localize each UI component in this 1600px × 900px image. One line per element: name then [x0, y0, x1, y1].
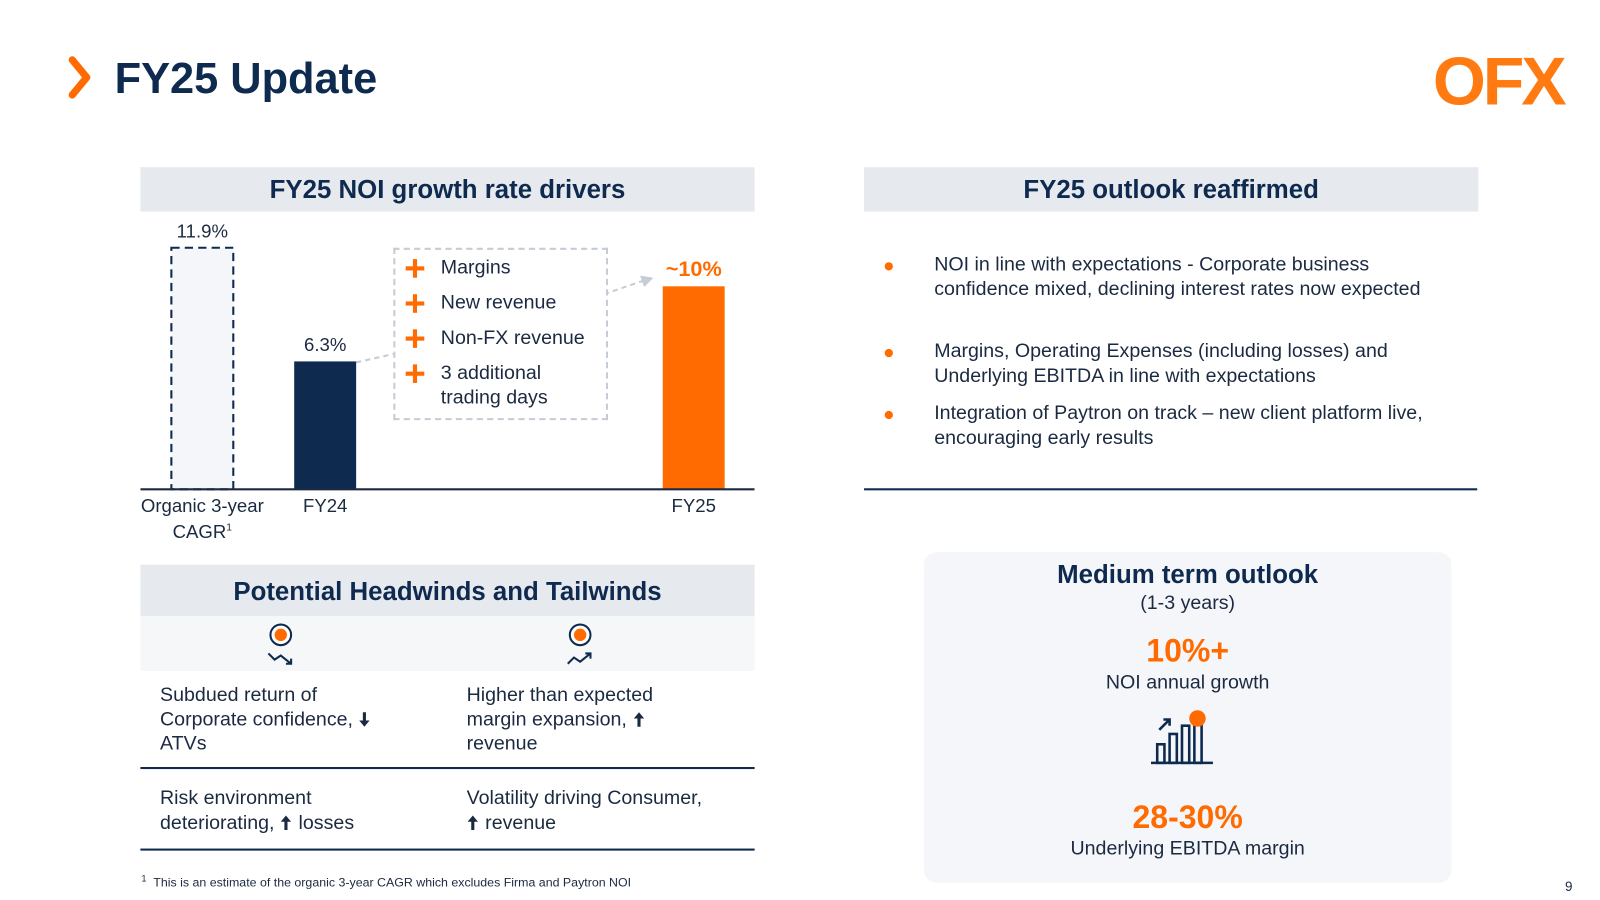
- driver: Non-FX revenue: [440, 327, 585, 349]
- arrow: [280, 815, 292, 830]
- connector: [603, 278, 647, 296]
- arrow-icon: [633, 711, 644, 727]
- headwinds-title: Potential Headwinds and Tailwinds: [140, 564, 755, 617]
- cell-effect: ATVs: [160, 732, 207, 755]
- plus-icon: [405, 259, 425, 278]
- bar: [170, 246, 235, 491]
- cell-text: Risk environment deteriorating,: [160, 787, 312, 834]
- plus-icon: [405, 364, 425, 383]
- cell-effect: losses: [298, 811, 355, 834]
- arrow: [633, 711, 644, 727]
- divider: [140, 766, 755, 770]
- plus-icon: [405, 329, 425, 348]
- bullet-dot: [884, 262, 893, 271]
- drivers-box: Margins New revenue Non-FX revenue 3 additi…: [393, 247, 609, 421]
- arrow: [359, 711, 370, 727]
- value-label: 11.9%: [177, 220, 228, 241]
- chart: 11.9% 6.3% ~10%: [140, 220, 755, 491]
- x-tick-label: FY24: [263, 494, 387, 517]
- cell-text: Volatility driving Consumer,: [466, 787, 703, 810]
- value-label: 6.3%: [304, 334, 346, 355]
- outlook-title: FY25 outlook reaffirmed: [864, 167, 1479, 212]
- page-number: 9: [1564, 878, 1573, 894]
- logo: OFX: [1432, 42, 1567, 119]
- growth-icon: [1151, 710, 1213, 765]
- up-trend-icon: [567, 623, 592, 665]
- arrowhead: [640, 275, 654, 287]
- cell-effect: revenue: [485, 811, 557, 834]
- x-tick-label: Organic 3-year CAGR1: [140, 494, 264, 543]
- connector: [355, 353, 394, 364]
- bullet: NOI in line with expectations - Corporat…: [934, 253, 1421, 301]
- cell-text: Higher than expected margin expansion,: [466, 684, 654, 731]
- bullet: Margins, Operating Expenses (including l…: [934, 340, 1388, 388]
- cell: Volatility driving Consumer, revenue: [467, 787, 720, 836]
- arrow-icon: [467, 815, 478, 830]
- bar: [662, 286, 725, 490]
- footnote-marker: 1: [141, 873, 147, 884]
- metric-value: 10%+: [1146, 632, 1230, 669]
- slide-title: FY25 Update: [114, 53, 378, 103]
- category: FY25: [671, 495, 716, 517]
- value-label: ~10%: [666, 256, 722, 281]
- bar: [294, 361, 357, 490]
- bullet: Integration of Paytron on track – new cl…: [934, 402, 1423, 450]
- category: FY24: [302, 495, 348, 517]
- category-note: 1: [226, 522, 233, 534]
- driver: 3 additional trading days: [440, 362, 548, 409]
- footnote: 1 This is an estimate of the organic 3-y…: [141, 873, 631, 890]
- metric-value: 28-30%: [1132, 799, 1243, 836]
- arrow-icon: [280, 815, 292, 830]
- divider: [864, 488, 1478, 491]
- plus-icon: [405, 294, 425, 313]
- icon-row: [140, 616, 755, 671]
- card-subtitle: (1-3 years): [1140, 592, 1236, 615]
- cell: Risk environment deteriorating, losses: [160, 787, 413, 836]
- cell: Higher than expected margin expansion, r…: [467, 683, 689, 756]
- down-trend-icon: [267, 623, 293, 665]
- driver: Margins: [440, 257, 511, 279]
- bullet-dot: [884, 410, 893, 420]
- category: Organic 3-year CAGR: [140, 495, 264, 542]
- arrow-icon: [359, 711, 370, 727]
- chevron-icon: [68, 56, 91, 99]
- medium-term-card: Medium term outlook (1-3 years) 10%+ NOI…: [923, 552, 1452, 883]
- metric-label: NOI annual growth: [1105, 672, 1270, 694]
- metric-label: Underlying EBITDA margin: [1070, 838, 1305, 860]
- x-tick-label: FY25: [632, 494, 756, 517]
- cell: Subdued return of Corporate confidence, …: [160, 683, 382, 756]
- cell-text: Subdued return of Corporate confidence,: [160, 684, 353, 731]
- outlook-list: NOI in line with expectations - Corporat…: [864, 253, 1478, 459]
- driver: New revenue: [440, 292, 557, 314]
- cell-effect: revenue: [466, 732, 538, 755]
- divider: [140, 848, 755, 851]
- card-title: Medium term outlook: [1057, 560, 1319, 590]
- chart-title: FY25 NOI growth rate drivers: [140, 167, 755, 212]
- arrow: [467, 815, 478, 830]
- bullet-dot: [884, 348, 893, 358]
- footnote-text: This is an estimate of the organic 3-yea…: [153, 875, 632, 890]
